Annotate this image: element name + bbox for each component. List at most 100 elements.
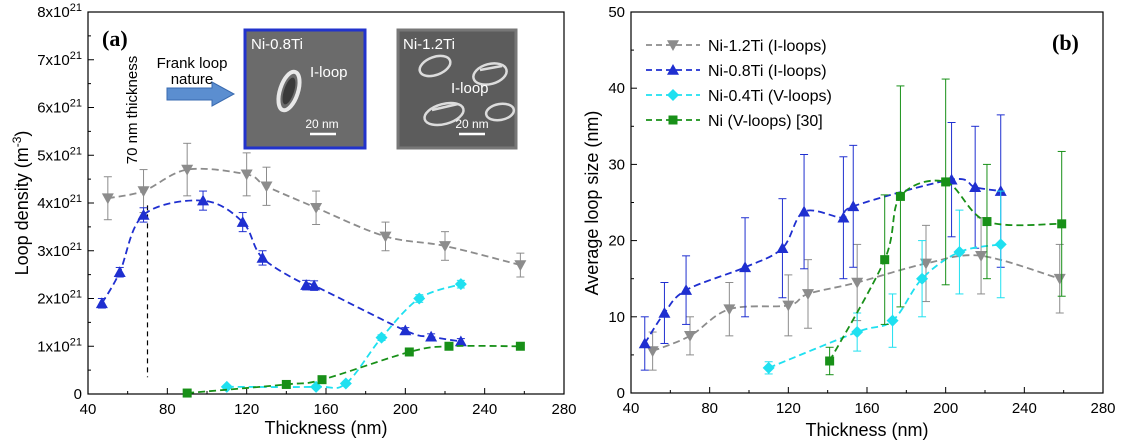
panel-a-x-tick-label: 200	[393, 401, 418, 418]
panel-b-y-tick-labels: 0 10 20 30 40 50	[608, 4, 625, 402]
panel-b-point-ni08	[969, 181, 982, 193]
panel-b-line-ni08	[644, 178, 1001, 344]
panel-b-point-ni12	[1053, 273, 1066, 285]
panel-b-point-ni04	[916, 272, 929, 285]
panel-a-series-ni04	[220, 278, 467, 393]
inset-ni-0-8ti-loop-label: I-loop	[310, 64, 348, 81]
inset-ni-1-2ti-label: Ni-1.2Ti	[403, 36, 455, 53]
inset-loop-ring-icon	[276, 69, 302, 113]
panel-b-point-ni12	[802, 289, 814, 300]
panel-b-y-tick-label: 50	[608, 4, 625, 21]
panel-b-y-tick-label: 20	[608, 233, 625, 250]
panel-a-point-ni	[515, 341, 525, 351]
legend-label-ni12: Ni-1.2Ti (I-loops)	[708, 38, 827, 55]
panel-b-point-ni	[895, 191, 905, 201]
panel-a-y-tick-label: 6x1021	[37, 98, 82, 117]
panel-b-legend: Ni-1.2Ti (I-loops) Ni-0.8Ti (I-loops) Ni-0…	[646, 38, 832, 130]
panel-b-point-ni08	[776, 242, 789, 254]
panel-b-x-tick-label: 160	[854, 400, 879, 417]
panel-a-series	[95, 142, 527, 398]
panel-b-x-tick-label: 280	[1090, 400, 1115, 417]
panel-a-series-ni08	[95, 190, 467, 347]
panel-a-y-tick-label: 3x1021	[37, 241, 82, 260]
legend-label-ni08: Ni-0.8Ti (I-loops)	[708, 63, 827, 80]
panel-b-y-tick-label: 0	[617, 385, 625, 402]
inset-ni-0-8ti-image	[243, 28, 367, 150]
panel-b-point-ni12	[684, 331, 696, 342]
panel-a-y-tick-label: 7x1021	[37, 50, 82, 69]
panel-b-point-ni08	[837, 211, 850, 223]
legend-marker-ni12	[667, 40, 679, 51]
panel-b-x-tick-label: 240	[1012, 400, 1037, 417]
legend-marker-ni	[668, 115, 678, 125]
panel-a-x-tick-label: 160	[313, 401, 338, 418]
panel-b-point-ni	[825, 356, 835, 366]
panel-b-point-ni08	[680, 284, 693, 295]
panel-b-x-tick-label: 200	[933, 400, 958, 417]
panel-b-point-ni08	[658, 306, 671, 318]
panel-b-point-ni12	[646, 346, 659, 358]
panel-a-point-ni12	[310, 202, 323, 214]
panel-a-y-tick-label: 4x1021	[37, 193, 82, 212]
legend-marker-ni08	[667, 64, 679, 75]
panel-a-y-tick-label: 1x1021	[37, 336, 82, 355]
panel-b-plot-frame	[630, 11, 1104, 394]
panel-b-point-ni08	[994, 185, 1007, 196]
panel-a-y-tick-label: 8x1021	[37, 2, 82, 21]
panel-a-letter: (a)	[102, 26, 128, 51]
panel-a-point-ni12	[137, 186, 150, 198]
panel-a-point-ni12	[101, 193, 114, 205]
panel-b-point-ni08	[739, 261, 752, 273]
panel-b-x-axis-label: Thickness (nm)	[805, 420, 928, 440]
panel-a-point-ni08	[454, 335, 467, 347]
panel-b-point-ni12	[723, 304, 736, 316]
panel-a-point-ni08	[256, 251, 269, 263]
panel-a-point-ni	[444, 341, 454, 351]
panel-a-x-tick-label: 40	[80, 401, 97, 418]
inset-ni-1-2ti-image	[396, 28, 518, 150]
panel-a-point-ni08	[137, 208, 150, 220]
panel-a-point-ni04	[375, 331, 388, 344]
panel-b-x-tick-label: 80	[701, 400, 718, 417]
panel-b-y-tick-label: 10	[608, 309, 625, 326]
panel-a-point-ni	[281, 379, 291, 389]
inset-ni-0-8ti-label: Ni-0.8Ti	[251, 36, 303, 53]
panel-a-point-ni08	[425, 330, 438, 342]
panel-a-x-tick-label: 280	[551, 401, 576, 418]
panel-a-y-tick-label: 2x1021	[37, 289, 82, 308]
panel-b-series-ni	[825, 78, 1067, 376]
legend-label-ni04: Ni-0.4Ti (V-loops)	[708, 88, 832, 105]
panel-b-point-ni	[982, 217, 992, 227]
inset-ni-0-8ti: Ni-0.8Ti I-loop 20 nm	[243, 28, 367, 150]
panel-b-point-ni08	[638, 337, 651, 349]
frank-loop-label-line2: nature	[171, 71, 214, 88]
panel-b-point-ni04	[886, 314, 899, 327]
panel-a-x-tick-labels: 40 80 120 160 200 240 280	[80, 401, 577, 418]
panel-b-point-ni12	[782, 300, 795, 312]
panel-b-point-ni	[941, 177, 951, 187]
panel-a-point-ni	[404, 347, 414, 357]
panel-b-x-tick-label: 120	[776, 400, 801, 417]
panel-b-point-ni04	[851, 326, 864, 339]
panel-b-letter: (b)	[1052, 30, 1079, 55]
panel-a-point-ni08	[399, 324, 412, 336]
panel-a-series-ni12	[101, 142, 527, 278]
panel-b-series-ni04	[762, 190, 1007, 375]
panel-b-series-ni08	[638, 114, 1007, 371]
panel-a-point-ni12	[260, 181, 273, 193]
panel-b-point-ni04	[994, 238, 1007, 251]
frank-loop-arrow-icon	[166, 81, 236, 107]
panel-b-point-ni	[1057, 219, 1067, 229]
panel-b-y-tick-label: 40	[608, 80, 625, 97]
panel-a-line-ni08	[101, 199, 462, 343]
panel-b-point-ni12	[975, 251, 988, 262]
panel-a-point-ni04	[220, 380, 233, 393]
panel-a-x-axis-label: Thickness (nm)	[264, 418, 387, 438]
panel-b-point-ni08	[798, 205, 811, 217]
panel-a-x-tick-label: 120	[234, 401, 259, 418]
inset-fringe-pattern-icon	[418, 54, 516, 127]
legend-label-ni: Ni (V-loops) [30]	[708, 113, 823, 130]
panel-b-line-ni	[828, 179, 1062, 362]
panel-b-point-ni04	[953, 246, 966, 259]
